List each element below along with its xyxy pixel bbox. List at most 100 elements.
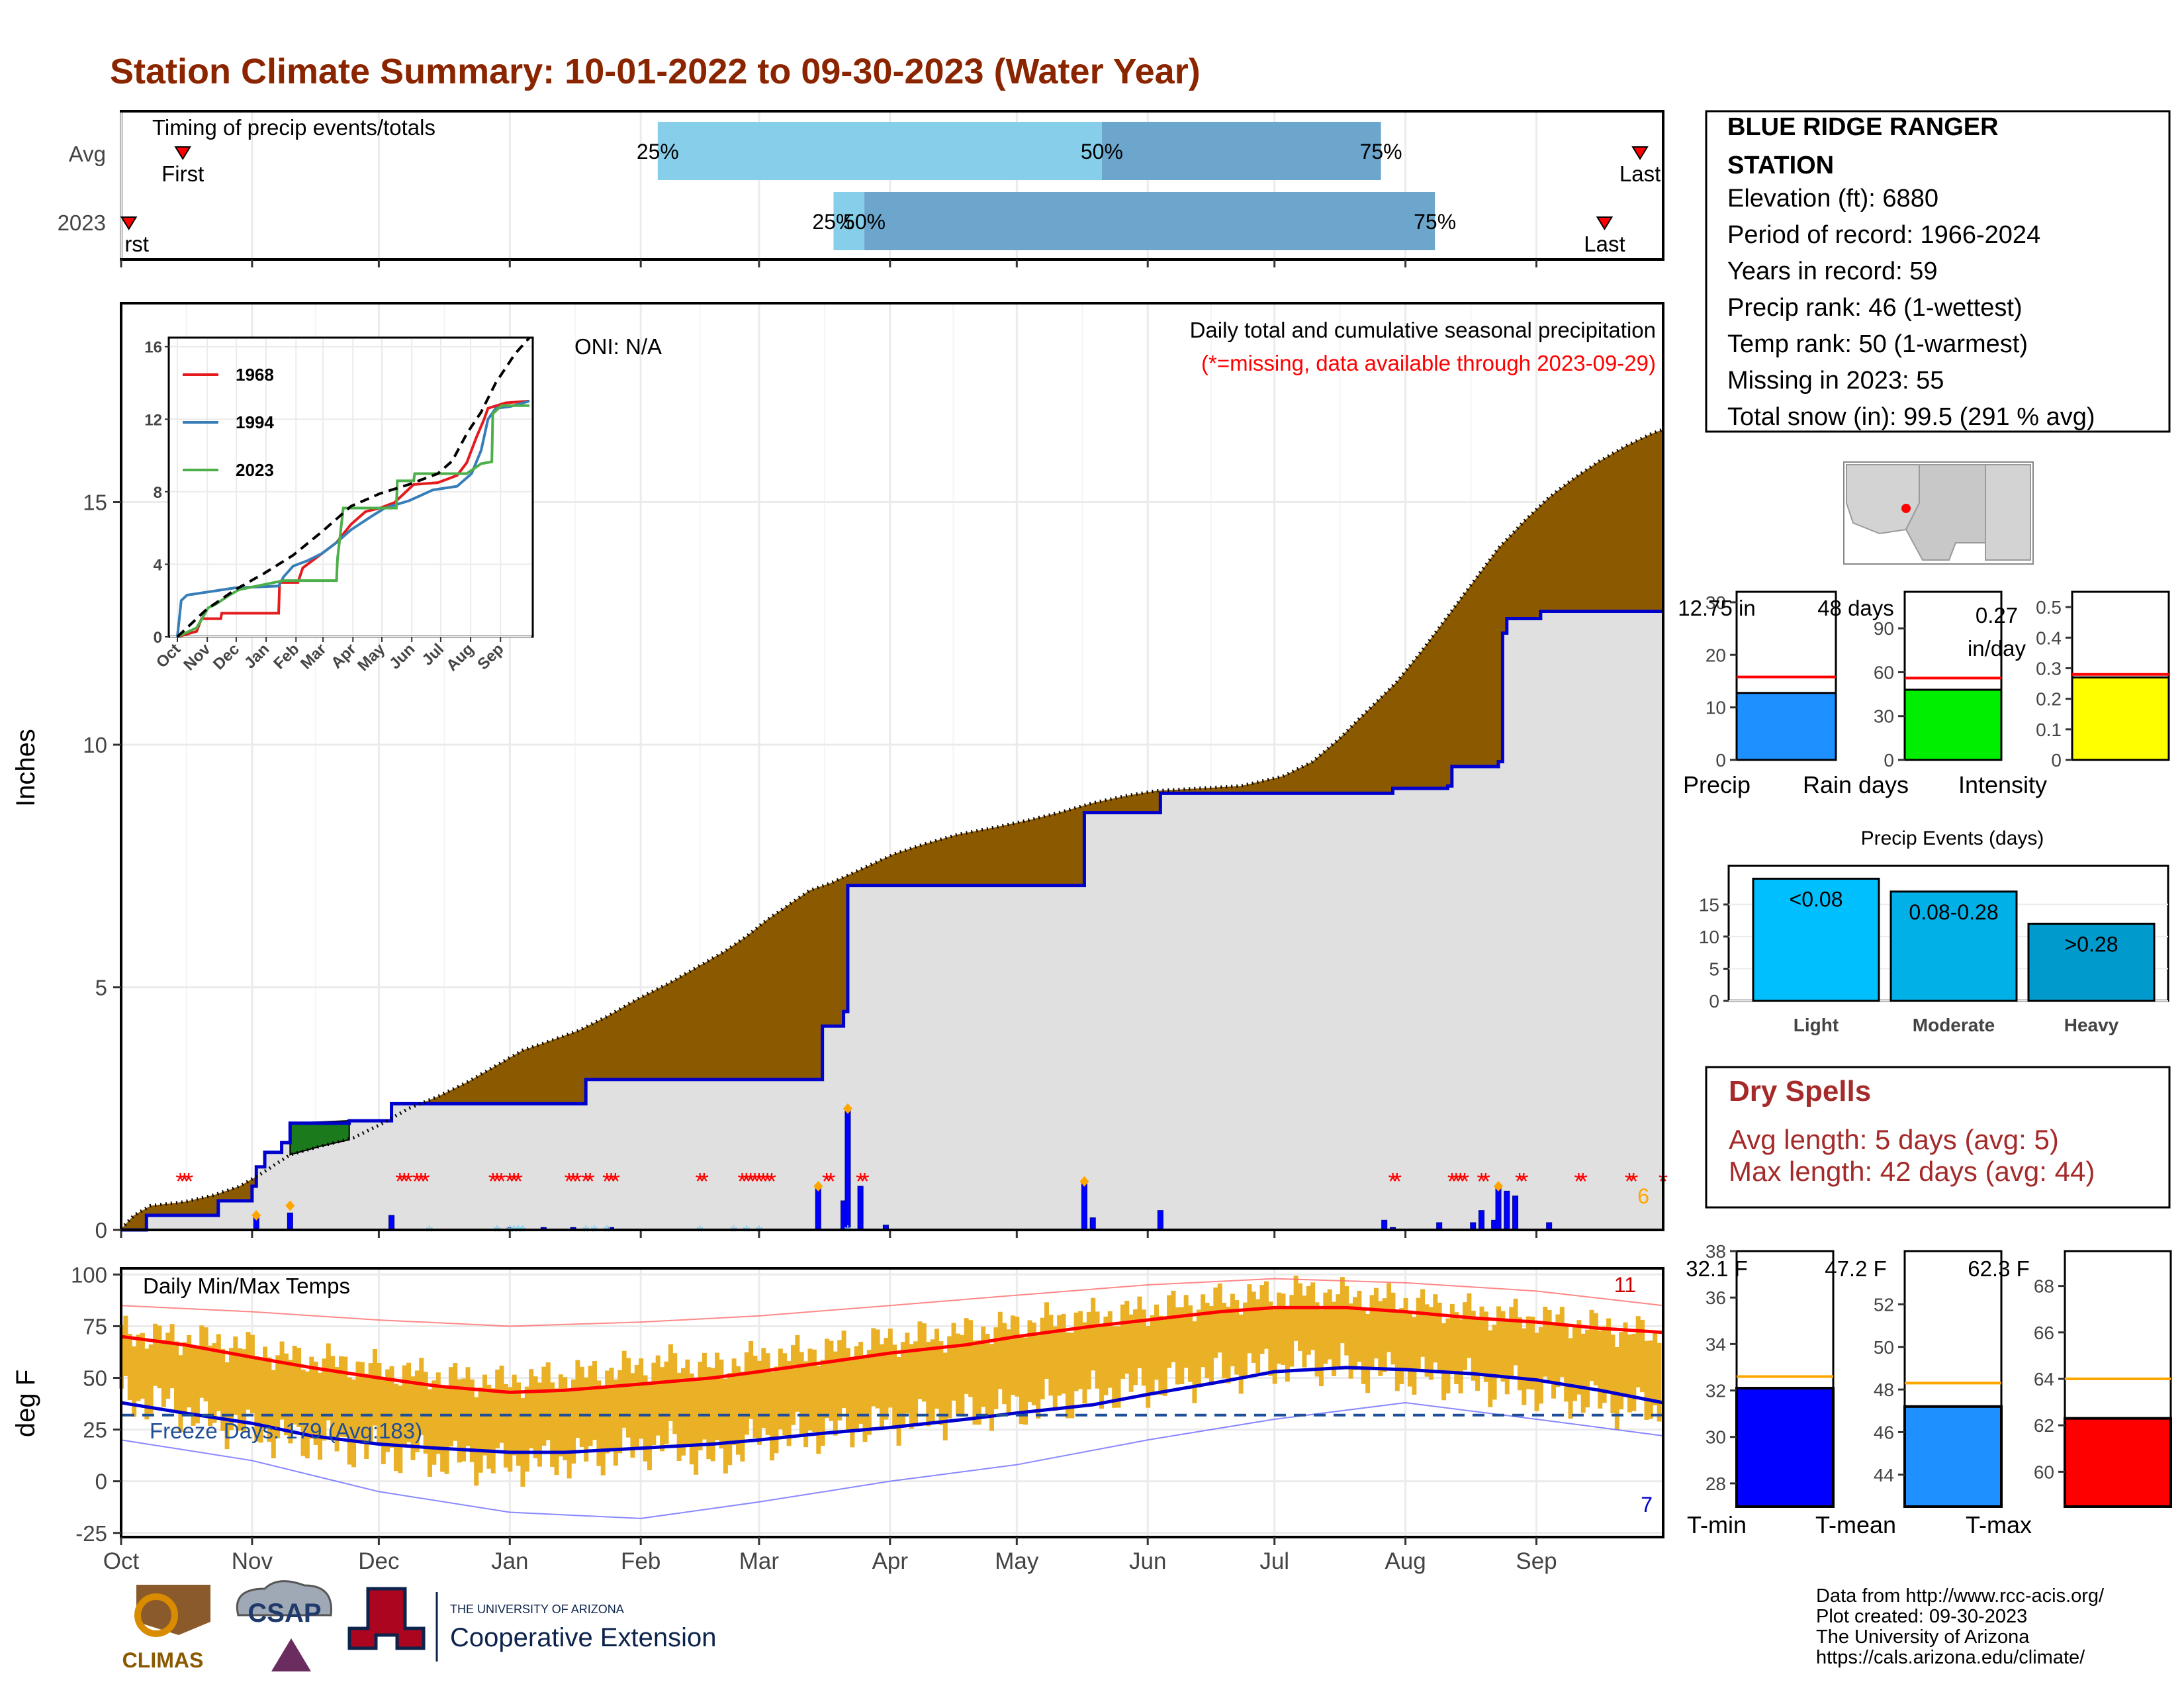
temp-daily-bar xyxy=(1027,1320,1032,1402)
temp-daily-bar xyxy=(550,1382,555,1467)
temp-frame xyxy=(120,1267,1664,1538)
precip-summary-charts: 0 10 20 30 0 30 60 90 0 0.1 0.2 0.3 0.4 0.5 xyxy=(1706,590,2170,771)
timing-bar-50-75 xyxy=(864,192,1435,250)
temp-daily-bar xyxy=(744,1352,749,1435)
temp-summary-charts: 28 30 32 34 36 38 44 46 48 50 52 60 62 64 66 68 xyxy=(1706,1241,2172,1509)
temp-daily-bar xyxy=(1306,1286,1311,1355)
temp-daily-bar xyxy=(756,1360,762,1445)
timing-label-50: 50% xyxy=(1081,140,1123,164)
temp-daily-bar xyxy=(1099,1327,1104,1409)
footer-line-4: https://cals.arizona.edu/climate/ xyxy=(1816,1647,2085,1668)
summary-tick-label: 0 xyxy=(1884,750,1894,771)
missing-star: * xyxy=(1460,1168,1469,1195)
record-max-line xyxy=(120,1278,1664,1327)
temp-daily-bar xyxy=(1277,1292,1282,1364)
temp-count-min: 7 xyxy=(1641,1493,1653,1517)
timing-bar-25-50 xyxy=(657,122,1102,180)
events-tick-label: 15 xyxy=(1699,894,1719,915)
temp-daily-bar xyxy=(1230,1293,1235,1366)
temp-daily-bar xyxy=(1086,1311,1091,1389)
station-period: Period of record: 1966-2024 xyxy=(1727,221,2040,249)
temp-daily-bar xyxy=(571,1379,576,1464)
daily-precip-bar xyxy=(1081,1181,1087,1231)
temp-daily-bar xyxy=(1387,1283,1392,1352)
inset-tick-y: 16 xyxy=(144,339,162,357)
missing-star: * xyxy=(1481,1168,1490,1195)
temp-daily-bar xyxy=(1564,1325,1569,1402)
temp-daily-bar xyxy=(900,1342,905,1426)
missing-star: * xyxy=(746,1168,755,1195)
temp-daily-bar xyxy=(1188,1305,1193,1382)
heavy-event-diamond xyxy=(251,1210,261,1221)
temp-daily-bar xyxy=(651,1362,657,1446)
temp-daily-bar xyxy=(1323,1292,1328,1364)
temp-daily-bar xyxy=(1340,1277,1345,1344)
temp-daily-bars xyxy=(119,1276,1662,1487)
temp-daily-bar xyxy=(157,1325,162,1389)
station-years: Years in record: 59 xyxy=(1727,258,1938,285)
precip-tick-label: 5 xyxy=(95,976,107,1000)
temp-daily-bar xyxy=(1610,1335,1615,1413)
footer-line-1: Data from http://www.rcc-acis.org/ xyxy=(1816,1585,2105,1607)
timing-last-marker xyxy=(1596,216,1614,230)
temp-daily-bar xyxy=(905,1333,910,1414)
temp-daily-bar xyxy=(187,1335,192,1408)
summary-tick-label: 0.3 xyxy=(2036,658,2062,679)
daily-precip-bar xyxy=(287,1212,293,1231)
temp-daily-bar xyxy=(414,1370,420,1452)
temp-daily-bar xyxy=(926,1342,931,1427)
temp-daily-bar xyxy=(951,1323,956,1401)
precip-tick-label: 15 xyxy=(83,491,107,515)
dry-spells-avg: Avg length: 5 days (avg: 5) xyxy=(1729,1124,2059,1155)
temp-daily-bar xyxy=(453,1363,458,1441)
temp-daily-bar xyxy=(850,1360,855,1448)
temp-daily-bar xyxy=(495,1370,500,1448)
temp-daily-bar xyxy=(968,1320,974,1397)
temp-daily-bar xyxy=(1399,1307,1404,1384)
temp-daily-bar xyxy=(1416,1297,1421,1369)
temp-daily-bar xyxy=(444,1387,449,1474)
inset-line-avg xyxy=(176,336,531,638)
temp-daily-bar xyxy=(765,1353,770,1435)
station-frame xyxy=(1705,110,2171,433)
temp-daily-bar xyxy=(448,1367,453,1447)
temp-daily-bar xyxy=(1424,1304,1430,1377)
climas-sun xyxy=(134,1593,178,1637)
dry-spells-box: Dry Spells Avg length: 5 days (avg: 5) M… xyxy=(1705,1066,2171,1209)
snow-star: * xyxy=(591,1221,598,1242)
summary-tick-label: 30 xyxy=(1874,706,1894,727)
temp-daily-bar xyxy=(702,1352,707,1440)
temp-daily-bar xyxy=(875,1329,880,1409)
temp-daily-bar xyxy=(233,1336,238,1415)
temp-daily-bar xyxy=(854,1346,859,1430)
snow-star: * xyxy=(515,1221,522,1242)
month-label: Oct xyxy=(103,1548,140,1574)
precip-ylabel: Inches xyxy=(11,729,40,807)
temp-daily-bar xyxy=(1390,1292,1396,1365)
station-precip-rank: Precip rank: 46 (1-wettest) xyxy=(1727,294,2023,322)
temp-daily-bar xyxy=(752,1355,758,1438)
cum-avg-area xyxy=(121,611,1663,1230)
heavy-event-diamond xyxy=(285,1200,295,1211)
csap-text: CSAP xyxy=(248,1599,321,1628)
temp-summary-tick-label: 48 xyxy=(1874,1380,1894,1400)
snow-star: * xyxy=(696,1221,704,1242)
snow-star: * xyxy=(604,1221,611,1242)
temp-daily-bar xyxy=(457,1379,462,1463)
station-name-2: STATION xyxy=(1727,152,1834,179)
temp-daily-bar xyxy=(605,1370,610,1454)
temp-daily-bar xyxy=(1336,1294,1341,1366)
daily-precip-bar xyxy=(815,1186,821,1231)
temp-daily-bar xyxy=(660,1367,665,1452)
missing-star: * xyxy=(400,1168,409,1195)
temp-daily-bar xyxy=(283,1353,289,1436)
temp-daily-bar xyxy=(1116,1326,1121,1408)
temp-daily-bar xyxy=(292,1345,297,1425)
temp-daily-bar xyxy=(1019,1336,1024,1425)
missing-star: * xyxy=(826,1168,835,1195)
temp-daily-bar xyxy=(685,1359,690,1445)
summary-value-precip: 12.75 in xyxy=(1678,596,1755,620)
temp-daily-bar xyxy=(1217,1283,1222,1353)
temp-daily-bar xyxy=(938,1341,944,1426)
temp-daily-bar xyxy=(1141,1309,1146,1386)
